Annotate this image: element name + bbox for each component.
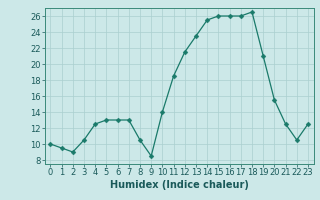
X-axis label: Humidex (Indice chaleur): Humidex (Indice chaleur) xyxy=(110,180,249,190)
